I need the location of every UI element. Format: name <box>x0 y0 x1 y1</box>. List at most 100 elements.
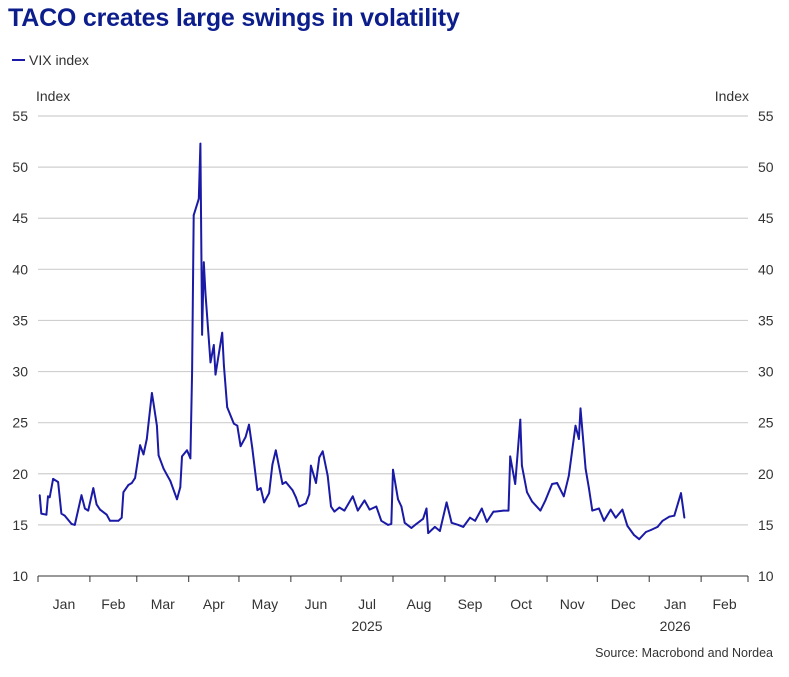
data-point <box>584 467 587 470</box>
data-point <box>392 468 394 471</box>
data-point <box>492 510 495 513</box>
y-tick-label-left: 50 <box>12 159 28 175</box>
data-point <box>422 517 424 520</box>
data-point <box>181 455 183 458</box>
x-tick-label: May <box>252 596 278 612</box>
data-point <box>683 516 686 519</box>
data-point <box>105 513 108 516</box>
data-point <box>251 447 254 450</box>
data-point <box>531 500 533 503</box>
data-point <box>268 492 270 495</box>
data-point <box>212 344 215 346</box>
y-tick-label-right: 50 <box>758 159 774 175</box>
data-point <box>305 502 307 505</box>
data-point <box>142 453 145 456</box>
data-point <box>139 444 142 447</box>
y-tick-label-left: 55 <box>12 108 28 124</box>
data-point <box>87 509 90 512</box>
data-point <box>134 477 137 479</box>
y-tick-label-left: 35 <box>12 312 28 328</box>
data-point <box>469 516 471 519</box>
x-tick-label: Jun <box>305 596 328 612</box>
data-point <box>368 508 371 511</box>
data-point <box>109 519 111 522</box>
data-point <box>645 531 647 533</box>
data-point <box>130 482 133 484</box>
y-tick-label-right: 25 <box>758 415 774 431</box>
data-point <box>295 496 297 499</box>
data-point <box>390 523 393 525</box>
data-point <box>680 492 682 495</box>
data-point <box>356 509 359 512</box>
data-point <box>47 495 49 498</box>
data-point <box>434 526 436 528</box>
data-point <box>120 516 123 519</box>
data-point <box>214 373 217 376</box>
data-point <box>591 509 594 512</box>
data-point <box>457 524 460 526</box>
data-point <box>52 478 54 480</box>
data-point <box>485 520 488 523</box>
y-tick-label-right: 20 <box>758 466 774 482</box>
y-tick-label-left: 20 <box>12 466 28 482</box>
data-point <box>259 487 262 489</box>
data-point <box>298 505 301 508</box>
data-point <box>92 487 95 489</box>
y-tick-label-left: 40 <box>12 261 28 277</box>
data-point <box>363 499 366 502</box>
data-point <box>661 519 664 522</box>
data-point <box>117 519 120 522</box>
x-tick-label: Jan <box>53 596 76 612</box>
data-point <box>152 402 155 405</box>
data-point <box>321 450 324 453</box>
data-point <box>156 424 158 427</box>
data-point <box>48 496 51 499</box>
data-point <box>291 489 294 491</box>
data-point <box>462 526 465 528</box>
data-point <box>209 361 212 364</box>
data-point <box>410 527 413 529</box>
y-tick-label-right: 15 <box>758 517 774 533</box>
data-point <box>474 519 476 522</box>
data-point <box>509 455 512 458</box>
data-point <box>226 406 229 409</box>
data-point <box>656 526 659 528</box>
data-point <box>191 370 194 373</box>
data-point <box>201 333 204 336</box>
x-tick-label: Nov <box>560 596 585 612</box>
y-tick-label-left: 10 <box>12 568 28 584</box>
data-point <box>248 423 250 426</box>
data-point <box>650 529 652 531</box>
x-tick-label: Jan <box>664 596 687 612</box>
data-point <box>176 498 178 501</box>
x-tick-label: Aug <box>406 596 431 612</box>
data-point <box>375 505 378 508</box>
data-point <box>40 512 43 515</box>
y-tick-label-left: 45 <box>12 210 28 226</box>
data-point <box>186 449 188 452</box>
data-point <box>169 480 172 482</box>
data-point <box>244 436 247 438</box>
data-point <box>638 538 641 541</box>
data-point <box>507 509 510 512</box>
x-tick-label: Feb <box>712 596 736 612</box>
data-point <box>145 438 148 440</box>
data-point <box>502 509 505 512</box>
data-point <box>310 464 312 467</box>
data-point <box>330 505 332 508</box>
data-point <box>614 516 617 519</box>
data-point <box>73 524 76 526</box>
y-tick-label-right: 35 <box>758 312 774 328</box>
x-tick-label: Sep <box>458 596 483 612</box>
data-point <box>192 214 195 217</box>
data-point <box>400 505 403 508</box>
data-point <box>626 525 629 527</box>
data-point <box>551 483 553 485</box>
data-point <box>179 486 182 488</box>
data-point <box>239 445 242 448</box>
data-point <box>588 487 590 489</box>
data-point <box>333 510 336 513</box>
data-point <box>204 293 207 295</box>
data-point <box>425 507 428 510</box>
data-point <box>197 197 200 200</box>
